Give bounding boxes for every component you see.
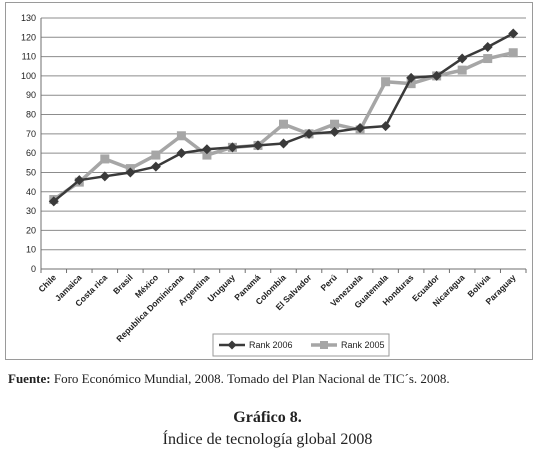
x-tick-label: Perú <box>319 272 339 292</box>
data-point <box>279 119 288 129</box>
data-point <box>176 148 187 159</box>
data-point <box>252 140 263 151</box>
y-tick-label: 10 <box>26 245 36 255</box>
data-point <box>330 119 340 129</box>
data-point <box>278 138 289 149</box>
y-tick-label: 130 <box>21 13 36 23</box>
data-point <box>508 28 519 39</box>
data-point <box>406 79 416 89</box>
data-point <box>483 54 493 64</box>
y-tick-label: 60 <box>26 148 36 158</box>
data-point <box>482 41 493 52</box>
source-note: Fuente: Foro Económico Mundial, 2008. To… <box>8 371 450 387</box>
source-label: Fuente: <box>8 371 51 386</box>
y-tick-label: 40 <box>26 187 36 197</box>
data-point <box>457 53 468 64</box>
data-point <box>202 150 212 160</box>
series-line <box>52 32 514 203</box>
data-point <box>100 154 110 164</box>
data-point <box>48 196 59 207</box>
source-text: Foro Económico Mundial, 2008. Tomado del… <box>50 371 450 386</box>
y-tick-label: 120 <box>21 32 36 42</box>
data-point <box>329 126 340 137</box>
legend-label: Rank 2006 <box>249 340 293 350</box>
legend-marker <box>320 341 328 349</box>
x-tick-label: Chile <box>36 272 58 294</box>
data-point <box>74 175 85 186</box>
data-point <box>381 77 391 87</box>
chart-frame: 0 10 20 30 40 50 60 70 80 90 100 110 120 130 Chile Jama… <box>5 2 533 360</box>
line-chart: 0102030405060708090100110120130ChileJama… <box>21 13 527 357</box>
figure-caption-title: Gráfico 8. <box>233 409 302 426</box>
x-tick-label: Uruguay <box>205 272 237 304</box>
figure-caption-subtitle: Índice de tecnología global 2008 <box>162 431 373 448</box>
data-point <box>508 48 518 58</box>
y-tick-label: 0 <box>31 264 36 274</box>
data-point <box>227 142 238 153</box>
data-point <box>125 167 136 178</box>
y-tick-label: 20 <box>26 225 36 235</box>
data-point <box>201 144 212 155</box>
data-point <box>99 171 110 182</box>
data-point <box>355 123 366 134</box>
y-tick-label: 50 <box>26 167 36 177</box>
data-point <box>406 72 417 83</box>
y-tick-label: 80 <box>26 110 36 120</box>
y-tick-label: 90 <box>26 90 36 100</box>
y-tick-label: 70 <box>26 129 36 139</box>
data-point <box>457 65 467 75</box>
y-tick-label: 100 <box>21 71 36 81</box>
data-point <box>304 128 315 139</box>
data-point <box>176 131 186 141</box>
y-tick-label: 110 <box>22 52 36 62</box>
y-tick-label: 30 <box>26 206 36 216</box>
x-tick-label: Brasil <box>111 272 135 296</box>
legend-box <box>212 333 390 357</box>
data-point <box>431 70 442 81</box>
legend-label: Rank 2005 <box>341 340 385 350</box>
data-point <box>380 121 391 132</box>
data-point <box>151 150 161 160</box>
legend-marker <box>227 340 237 350</box>
data-point <box>150 161 161 172</box>
